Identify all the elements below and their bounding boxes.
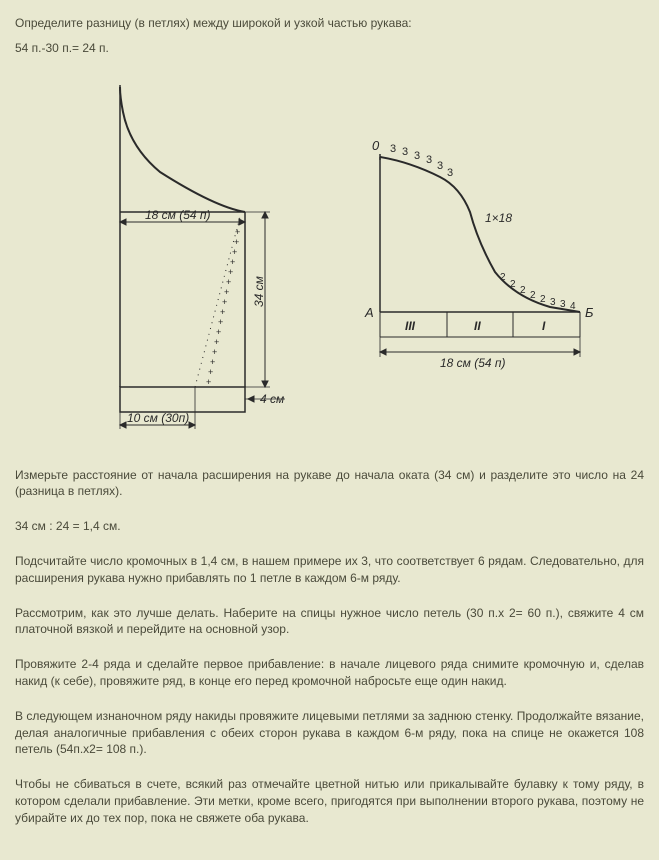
svg-text:2: 2 [540,294,546,305]
svg-text:3: 3 [414,150,420,162]
paragraph-6: В следующем изнаночном ряду накиды провя… [15,708,644,758]
svg-text:0: 0 [372,138,380,153]
svg-text:+: + [237,217,242,227]
svg-text:2: 2 [510,279,516,290]
svg-text:+: + [230,257,235,267]
svg-text:10 см (30п): 10 см (30п) [127,411,189,425]
svg-text:+: + [235,227,240,237]
svg-text:+: + [220,307,225,317]
paragraph-2: Измерьте расстояние от начала расширения… [15,467,644,501]
paragraph-7: Чтобы не сбиваться в счете, всякий раз о… [15,776,644,826]
calculation-2: 34 см : 24 = 1,4 см. [15,518,644,535]
diagrams-container: 18 см (54 п) +++ +++ +++ +++ +++ ++ [15,77,644,437]
svg-text:+: + [216,327,221,337]
svg-text:3: 3 [550,297,556,308]
paragraph-4: Рассмотрим, как это лучше делать. Набери… [15,605,644,639]
svg-text:3: 3 [390,143,396,155]
svg-text:2: 2 [520,285,526,296]
top-measure-label: 18 см (54 п) [145,208,211,222]
svg-text:+: + [226,277,231,287]
svg-text:3: 3 [560,299,566,310]
svg-text:4: 4 [570,301,576,312]
calculation-1: 54 п.-30 п.= 24 п. [15,40,644,57]
svg-text:3: 3 [402,146,408,158]
svg-text:Б: Б [585,305,594,320]
svg-text:I: I [542,319,546,333]
paragraph-3: Подсчитайте число кромочных в 1,4 см, в … [15,553,644,587]
svg-text:4 см: 4 см [260,392,284,406]
svg-text:+: + [234,237,239,247]
sleeve-diagram-left: 18 см (54 п) +++ +++ +++ +++ +++ ++ [85,77,305,437]
svg-text:2: 2 [500,272,506,283]
svg-text:+: + [208,367,213,377]
sleeve-cap-diagram-right: 0 3 3 3 3 3 3 1×18 2 2 2 2 2 3 3 4 А Б [350,132,630,392]
svg-text:+: + [212,347,217,357]
svg-text:1×18: 1×18 [485,211,512,225]
svg-text:3: 3 [447,167,453,179]
svg-text:2: 2 [530,290,536,301]
svg-text:3: 3 [437,160,443,172]
svg-text:II: II [474,319,481,333]
svg-text:34 см: 34 см [252,276,266,307]
svg-text:18 см (54 п): 18 см (54 п) [440,356,506,370]
title-text: Определите разницу (в петлях) между широ… [15,15,644,32]
svg-text:III: III [405,319,416,333]
svg-text:+: + [224,287,229,297]
svg-text:+: + [228,267,233,277]
paragraph-5: Провяжите 2-4 ряда и сделайте первое при… [15,656,644,690]
svg-text:+: + [222,297,227,307]
svg-text:3: 3 [426,154,432,166]
svg-text:+: + [210,357,215,367]
svg-text:+: + [218,317,223,327]
svg-text:А: А [364,305,374,320]
svg-text:+: + [214,337,219,347]
svg-text:+: + [206,377,211,387]
plus-marks: +++ +++ +++ +++ +++ ++ [206,217,242,387]
svg-text:+: + [232,247,237,257]
